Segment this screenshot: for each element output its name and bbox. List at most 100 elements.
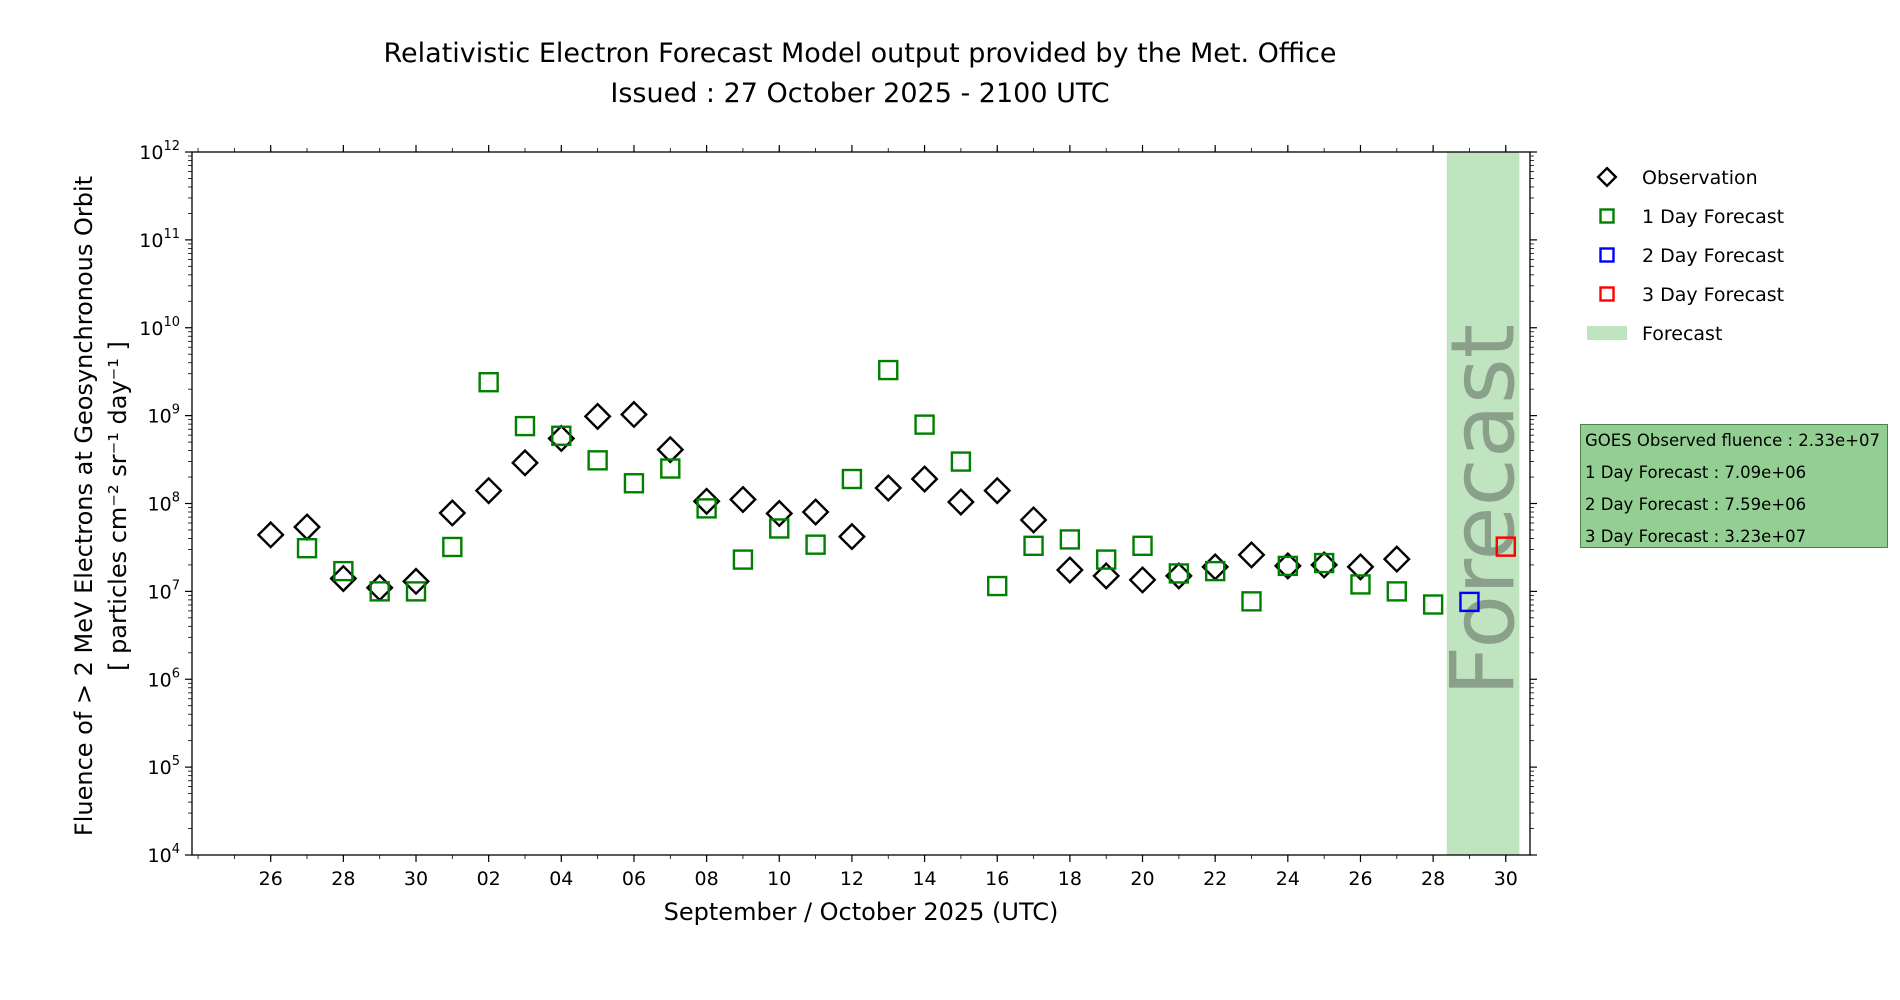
legend-marker-square [1599, 247, 1615, 263]
observation-point [438, 499, 467, 527]
y-tick-label-exponent: 11 [163, 227, 180, 242]
forecast-point [551, 425, 572, 446]
plot-frame [191, 151, 1531, 856]
x-tick-label: 30 [1494, 868, 1518, 890]
info-2day-forecast: 2 Day Forecast : 7.59e+06 [1585, 495, 1807, 514]
observation-point [874, 474, 903, 502]
y-tick-label-exponent: 10 [163, 315, 180, 330]
y-tick-label: 107 [148, 578, 180, 603]
x-tick-label: 02 [477, 868, 501, 890]
observation-point [801, 498, 830, 526]
y-tick-label-exponent: 12 [163, 139, 180, 154]
y-tick-label-base: 10 [148, 757, 172, 779]
forecast-point [333, 560, 354, 582]
forecast-band-label: Forecast [1432, 324, 1535, 696]
x-tick-label: 26 [1348, 868, 1372, 890]
observation-point [1382, 545, 1411, 574]
legend-label: 3 Day Forecast [1642, 284, 1784, 306]
y-tick-label: 104 [148, 842, 180, 867]
legend-marker-square [1599, 286, 1615, 302]
forecast-point [696, 498, 717, 519]
y-tick-label-exponent: 8 [172, 491, 180, 506]
y-tick-label-base: 10 [148, 494, 172, 516]
observation-point [946, 488, 975, 516]
forecast-point [878, 359, 899, 381]
forecast-point [1386, 581, 1408, 602]
forecast-point [442, 536, 463, 558]
y-tick-label-exponent: 5 [172, 754, 180, 769]
observation-point [983, 476, 1012, 505]
observation-point [1237, 540, 1266, 569]
observation-point [1092, 561, 1121, 590]
series-1-day-forecast [296, 359, 1444, 615]
legend-label: 1 Day Forecast [1642, 206, 1784, 228]
y-tick-label-exponent: 4 [172, 842, 180, 857]
y-tick-label-base: 10 [148, 845, 172, 867]
observation-point [910, 465, 939, 493]
forecast-point [841, 468, 863, 490]
legend-label: Observation [1642, 167, 1758, 189]
y-tick-label: 109 [148, 403, 180, 428]
legend-label: Forecast [1642, 323, 1722, 345]
y-tick-label-exponent: 9 [172, 403, 180, 418]
forecast-point [369, 581, 390, 602]
legend-marker-square [1599, 208, 1615, 224]
forecast-point [623, 473, 645, 494]
series-2-day-forecast [1459, 591, 1480, 613]
x-tick-label: 18 [1058, 868, 1082, 890]
y-tick-label-base: 10 [139, 142, 163, 164]
x-tick-label: 08 [695, 868, 719, 890]
legend-label: 2 Day Forecast [1642, 245, 1784, 267]
series-observation [256, 400, 1411, 602]
forecast-point [1350, 574, 1371, 595]
forecast-point [1095, 549, 1117, 570]
legend-swatch-band [1587, 326, 1627, 340]
x-tick-label: 16 [985, 868, 1009, 890]
observation-point [474, 476, 503, 505]
x-tick-label: 14 [912, 868, 936, 890]
observation-point [765, 499, 794, 528]
y-tick-label-exponent: 6 [172, 666, 180, 681]
forecast-point [296, 537, 318, 559]
forecast-point [950, 451, 972, 472]
forecast-point [405, 581, 427, 602]
forecast-point [805, 534, 826, 555]
x-tick-label: 04 [549, 868, 573, 890]
x-tick-label: 30 [404, 868, 428, 890]
observation-point [1055, 556, 1084, 584]
chart-title: Relativistic Electron Forecast Model out… [383, 38, 1337, 69]
x-tick-label: 06 [622, 868, 646, 890]
forecast-point [1023, 535, 1044, 557]
y-tick-label-base: 10 [148, 669, 172, 691]
forecast-point [1422, 594, 1444, 615]
observation-point [256, 520, 285, 549]
forecast-point [587, 450, 608, 471]
observation-point [511, 448, 539, 477]
forecast-point [660, 458, 681, 479]
x-tick-label: 24 [1276, 868, 1300, 890]
forecast-point [514, 415, 536, 437]
forecast-point [1277, 555, 1299, 577]
forecast-point [1168, 563, 1190, 584]
y-tick-label-base: 10 [139, 318, 163, 340]
observation-point [729, 485, 757, 514]
y-tick-label: 1010 [139, 315, 180, 340]
legend: Observation 1 Day Forecast 2 Day Forecast 3… [1587, 166, 1784, 345]
y-tick-label: 105 [148, 754, 180, 779]
y-axis-label-units: [ particles cm⁻² sr⁻¹ day⁻¹ ] [104, 341, 132, 671]
forecast-point [1059, 529, 1081, 550]
x-tick-label: 28 [331, 868, 355, 890]
x-tick-label: 28 [1421, 868, 1445, 890]
forecast-point [769, 518, 790, 539]
fluence-info-box: GOES Observed fluence : 2.33e+07 1 Day F… [1580, 424, 1888, 548]
y-tick-label: 1011 [139, 227, 180, 252]
series-3-day-forecast [1495, 536, 1516, 557]
x-tick-label: 20 [1130, 868, 1154, 890]
forecast-point [914, 414, 935, 435]
y-tick-label: 1012 [139, 139, 180, 164]
y-tick-label: 106 [148, 666, 180, 691]
x-tick-label: 26 [259, 868, 283, 890]
forecast-point [1459, 591, 1480, 613]
x-tick-label: 12 [840, 868, 864, 890]
